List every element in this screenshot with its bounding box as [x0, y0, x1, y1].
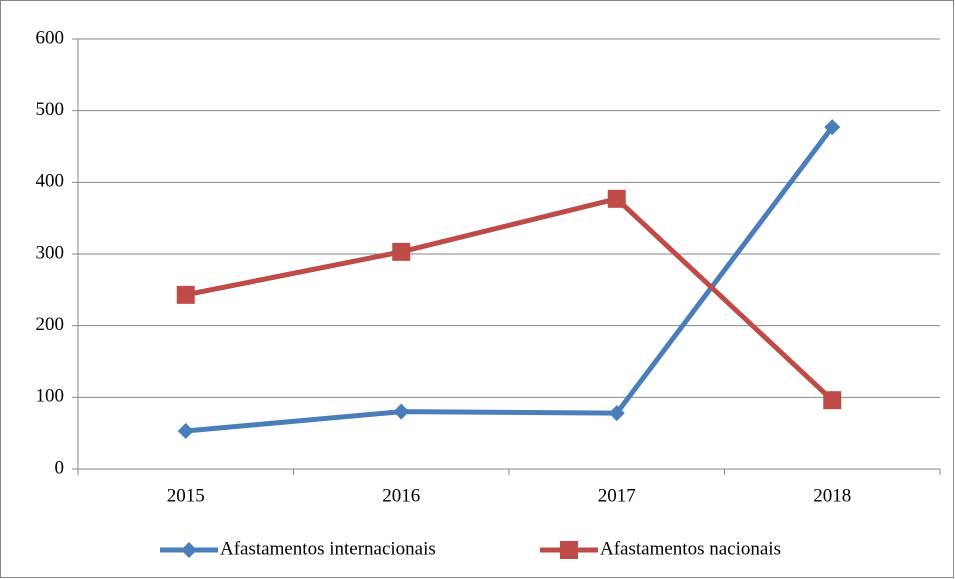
x-tick-label: 2016 — [382, 485, 420, 506]
y-tick-label: 600 — [36, 27, 65, 48]
y-tick-label: 500 — [36, 99, 65, 120]
x-tick-label: 2018 — [813, 485, 851, 506]
legend-label: Afastamentos nacionais — [600, 538, 781, 559]
data-point — [176, 285, 195, 304]
y-tick-label: 300 — [36, 242, 65, 263]
data-point — [608, 405, 625, 422]
data-point — [607, 189, 626, 208]
y-tick-label: 400 — [36, 171, 65, 192]
x-tick-label: 2017 — [598, 485, 636, 506]
y-tick-label: 0 — [55, 457, 65, 478]
y-tick-label: 100 — [36, 386, 65, 407]
series-line — [185, 125, 835, 434]
data-point — [177, 423, 194, 440]
x-tick-label: 2015 — [167, 485, 205, 506]
data-point — [392, 242, 411, 261]
data-point — [393, 403, 410, 420]
legend-marker — [560, 541, 578, 559]
y-tick-label: 200 — [36, 314, 65, 335]
data-point — [823, 391, 842, 410]
legend-marker — [181, 542, 197, 558]
legend-label: Afastamentos internacionais — [220, 538, 436, 559]
data-point — [824, 119, 841, 136]
series-line — [185, 196, 834, 403]
